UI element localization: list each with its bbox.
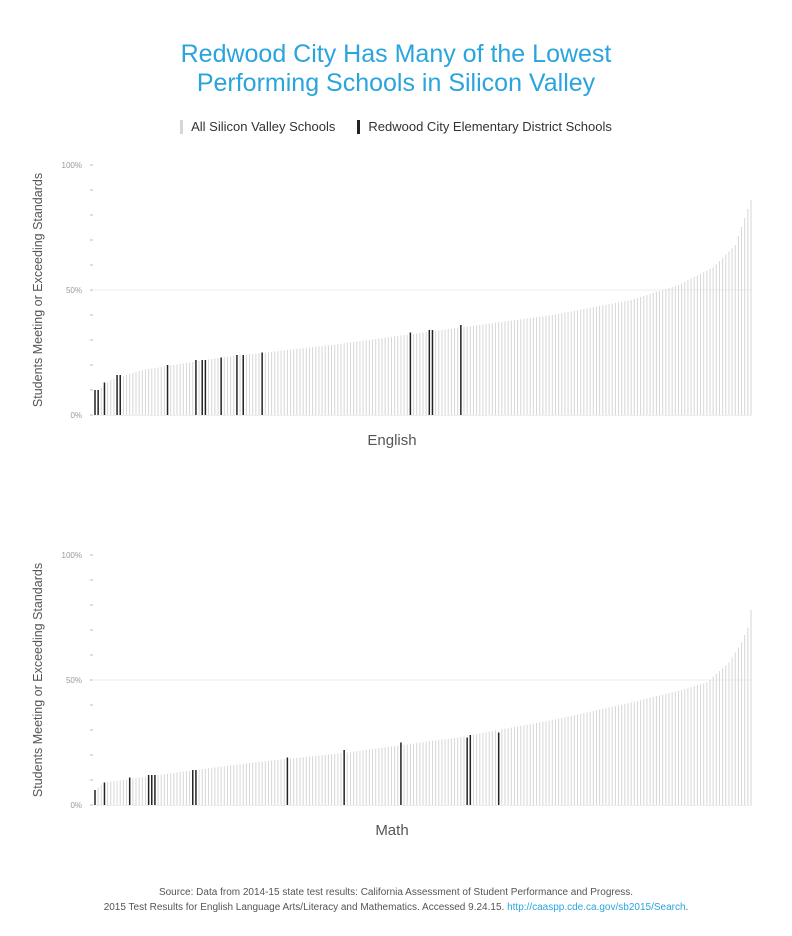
source-line-2: 2015 Test Results for English Language A… — [0, 900, 792, 915]
subject-title: Math — [375, 822, 408, 839]
legend-label-all-schools: All Silicon Valley Schools — [191, 119, 336, 134]
y-axis-label: Students Meeting or Exceeding Standards — [31, 563, 45, 797]
legend-label-rwc-schools: Redwood City Elementary District Schools — [368, 119, 612, 134]
math-chart: 0% 50% 100% Students Meeting or Exceeding S… — [31, 551, 752, 839]
source-line-2-text: 2015 Test Results for English Language A… — [103, 902, 505, 913]
legend-item-all-schools: All Silicon Valley Schools — [180, 119, 335, 134]
y-tick-label: 50% — [66, 286, 82, 295]
chart-title-line-1: Redwood City Has Many of the Lowest — [180, 40, 612, 68]
source-line-2-end: . — [685, 902, 689, 913]
source-link[interactable]: http://caaspp.cde.ca.gov/sb2015/Search — [507, 902, 686, 913]
english-chart: 0% 50% 100% Students Meeting or Exceeding S… — [31, 161, 752, 449]
legend-swatch-all-schools — [180, 119, 184, 134]
source-line-1: Source: Data from 2014-15 state test res… — [158, 887, 634, 898]
legend-swatch-rwc-schools — [357, 119, 361, 134]
chart-title: Redwood City Has Many of the Lowest Perf… — [0, 40, 792, 98]
source-note: Source: Data from 2014-15 state test res… — [0, 885, 792, 915]
y-tick-label: 100% — [62, 161, 82, 170]
chart-title-line-2: Performing Schools in Silicon Valley — [196, 69, 596, 97]
subject-title: English — [367, 432, 416, 449]
y-tick-label: 50% — [66, 676, 82, 685]
legend-item-rwc-schools: Redwood City Elementary District Schools — [357, 119, 612, 134]
legend: All Silicon Valley Schools Redwood City … — [0, 119, 792, 134]
y-tick-label: 0% — [70, 801, 82, 810]
y-tick-label: 100% — [62, 551, 82, 560]
y-tick-label: 0% — [70, 411, 82, 420]
y-axis-label: Students Meeting or Exceeding Standards — [31, 173, 45, 407]
